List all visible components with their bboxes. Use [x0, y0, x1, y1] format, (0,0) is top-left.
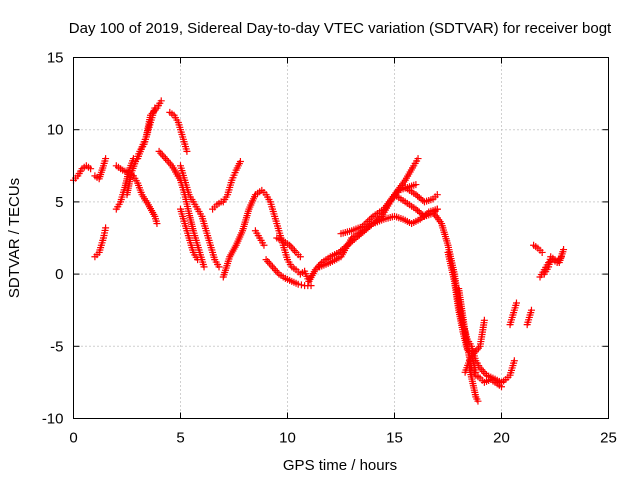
- data-point: [433, 205, 441, 213]
- data-point: [150, 108, 158, 116]
- x-tick-label: 10: [279, 430, 296, 447]
- data-point: [157, 97, 165, 105]
- data-point: [287, 243, 295, 251]
- axis-ticks: 0 5 10 15 20 25 -10 -5 0 5 10 15: [42, 50, 617, 447]
- data-point: [163, 156, 171, 164]
- series-track-7: [134, 97, 165, 163]
- data-point: [158, 151, 166, 159]
- data-point: [157, 149, 165, 157]
- y-tick-label: -10: [42, 411, 64, 428]
- data-point: [102, 155, 110, 163]
- series-track-17: [273, 234, 304, 261]
- data-point: [155, 147, 163, 155]
- data-point: [272, 266, 280, 274]
- data-point: [183, 147, 191, 155]
- plot-frame: [73, 57, 609, 419]
- series-track-8: [166, 108, 191, 155]
- x-tick-label: 25: [600, 430, 617, 447]
- data-point: [473, 346, 481, 354]
- data-point: [480, 316, 488, 324]
- data-point: [419, 211, 427, 219]
- chart-title: Day 100 of 2019, Sidereal Day-to-day VTE…: [69, 20, 612, 37]
- series-track-31: [530, 241, 546, 256]
- data-point: [290, 247, 298, 255]
- data-point: [215, 263, 223, 271]
- series-track-28: [498, 357, 518, 386]
- x-tick-label: 0: [69, 430, 77, 447]
- data-point: [87, 165, 95, 173]
- data-point: [267, 261, 275, 269]
- series-track-3: [91, 224, 110, 261]
- data-point: [153, 220, 161, 228]
- series-track-15: [251, 227, 268, 249]
- series-track-13: [219, 157, 244, 206]
- series-track-2: [91, 155, 110, 183]
- x-tick-label: 5: [176, 430, 184, 447]
- data-point: [527, 306, 535, 314]
- series-track-30: [523, 306, 535, 329]
- series-track-29: [506, 299, 520, 329]
- series-track-27: [461, 316, 488, 376]
- y-tick-label: -5: [50, 338, 63, 355]
- data-point: [297, 281, 305, 289]
- data-point: [260, 241, 268, 249]
- data-point: [264, 257, 272, 265]
- x-tick-label: 15: [386, 430, 403, 447]
- data-point: [236, 157, 244, 165]
- series-track-22: [401, 183, 441, 206]
- series-track-33: [540, 246, 568, 278]
- data-point: [419, 196, 427, 204]
- data-point: [194, 256, 202, 264]
- data-point: [165, 158, 173, 166]
- data-point: [560, 246, 568, 254]
- x-tick-label: 20: [493, 430, 510, 447]
- series-track-6: [112, 162, 161, 228]
- x-axis-label: GPS time / hours: [283, 457, 397, 474]
- data-point: [262, 256, 270, 264]
- series-track-25: [455, 285, 505, 391]
- data-point: [162, 155, 170, 163]
- data-point: [510, 357, 518, 365]
- y-axis-label: SDTVAR / TECUs: [6, 178, 23, 298]
- series-track-10: [177, 162, 223, 271]
- data-point: [414, 155, 422, 163]
- series-track-12: [209, 198, 225, 213]
- data-point: [512, 299, 520, 307]
- data-point: [270, 265, 278, 273]
- data-point: [269, 263, 277, 271]
- series-track-26: [465, 364, 482, 405]
- data-point: [294, 280, 302, 288]
- data-point: [102, 224, 110, 232]
- data-point: [412, 181, 420, 189]
- series-track-11: [177, 205, 202, 264]
- data-point: [474, 397, 482, 405]
- series-track-16: [262, 256, 315, 290]
- data-point: [296, 253, 304, 261]
- data-point: [289, 245, 297, 253]
- y-tick-label: 5: [55, 194, 63, 211]
- y-tick-label: 10: [47, 122, 64, 139]
- data-point: [200, 263, 208, 271]
- data-point: [433, 191, 441, 199]
- data-point: [307, 282, 315, 290]
- data-point: [273, 268, 281, 276]
- y-tick-label: 15: [47, 50, 64, 67]
- data-point: [160, 153, 168, 161]
- data-point: [538, 248, 546, 256]
- data-points: [70, 97, 568, 405]
- y-tick-label: 0: [55, 266, 63, 283]
- grid-lines: [73, 57, 609, 419]
- data-point: [265, 259, 273, 267]
- data-point: [479, 368, 487, 376]
